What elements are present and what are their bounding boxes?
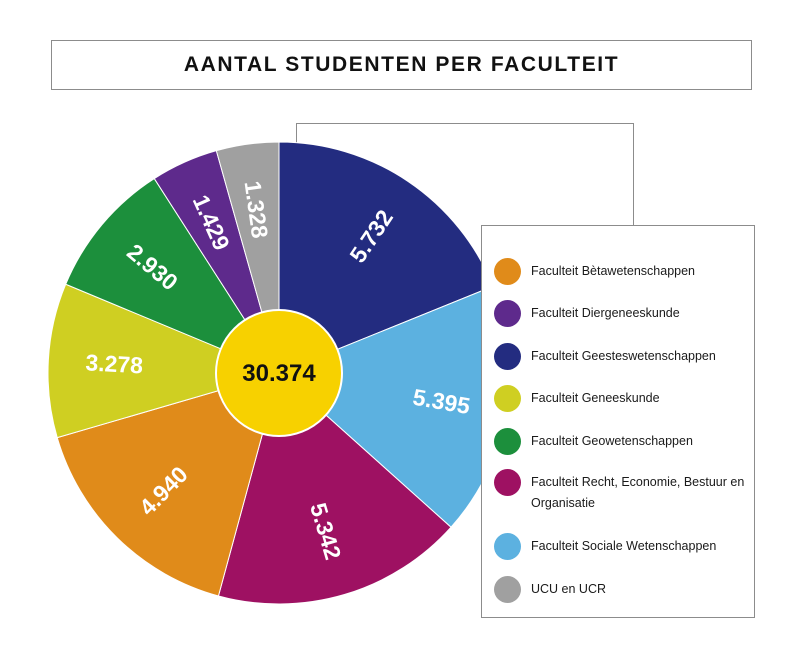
legend-label: Faculteit Geneeskunde xyxy=(531,391,660,405)
chart-title-box: AANTAL STUDENTEN PER FACULTEIT xyxy=(51,40,752,90)
legend-item: Faculteit Recht, Economie, Bestuur en Or… xyxy=(494,469,746,514)
legend-swatch xyxy=(494,428,521,455)
legend-item: Faculteit Geowetenschappen xyxy=(494,428,693,455)
center-circle xyxy=(215,309,343,437)
legend-swatch xyxy=(494,385,521,412)
legend-swatch xyxy=(494,469,521,496)
legend-swatch xyxy=(494,533,521,560)
slice-value-label: 3.278 xyxy=(85,349,144,378)
legend-label: Faculteit Geowetenschappen xyxy=(531,434,693,448)
legend-label: Faculteit Sociale Wetenschappen xyxy=(531,539,717,553)
legend-label: Faculteit Diergeneeskunde xyxy=(531,306,680,320)
pie-slice xyxy=(47,283,281,439)
legend: Faculteit Bètawetenschappen Faculteit Die… xyxy=(481,225,755,618)
legend-item: UCU en UCR xyxy=(494,576,606,603)
legend-label: UCU en UCR xyxy=(531,582,607,596)
chart-title: AANTAL STUDENTEN PER FACULTEIT xyxy=(183,53,620,76)
legend-label: Faculteit Geesteswetenschappen xyxy=(531,349,716,363)
legend-label: Faculteit Bètawetenschappen xyxy=(531,264,695,278)
pie-slice xyxy=(56,372,280,597)
center-total-label: 30.374 xyxy=(242,360,316,387)
pie-slice xyxy=(278,141,494,374)
pie-slice xyxy=(65,177,281,375)
legend-item: Faculteit Geesteswetenschappen xyxy=(494,343,716,370)
legend-label: Faculteit Recht, Economie, Bestuur en Or… xyxy=(531,475,745,510)
legend-swatch xyxy=(494,576,521,603)
legend-item: Faculteit Sociale Wetenschappen xyxy=(494,533,716,560)
legend-item: Faculteit Bètawetenschappen xyxy=(494,258,695,285)
legend-item: Faculteit Geneeskunde xyxy=(494,385,660,412)
legend-swatch xyxy=(494,300,521,327)
legend-item: Faculteit Diergeneeskunde xyxy=(494,300,680,327)
legend-swatch xyxy=(494,258,521,285)
legend-swatch xyxy=(494,343,521,370)
